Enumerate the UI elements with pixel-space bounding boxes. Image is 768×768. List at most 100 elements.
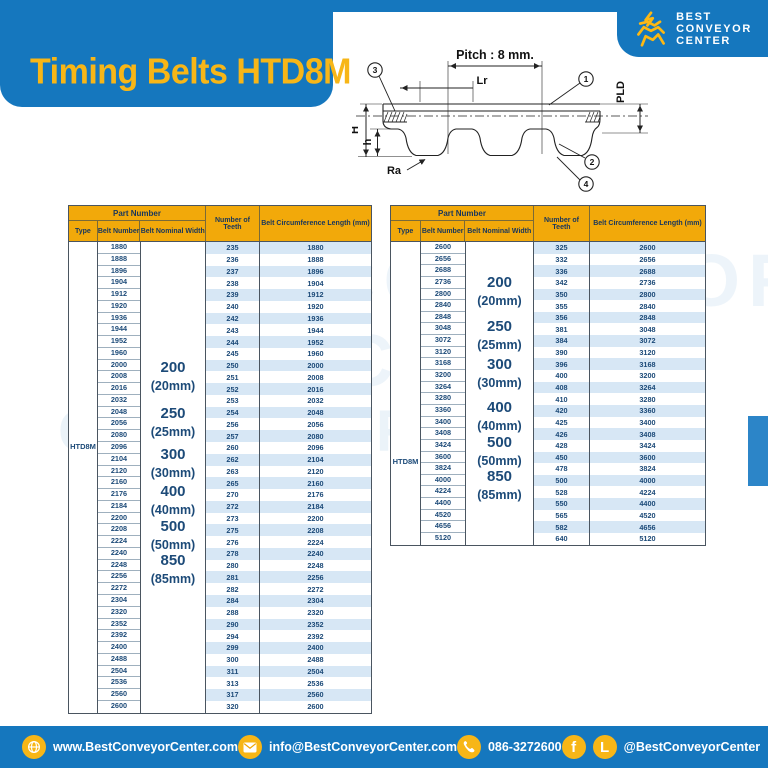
length-cell: 1960 [307, 349, 324, 359]
teeth-cell: 260 [206, 442, 260, 454]
teeth-cell: 252 [206, 383, 260, 395]
length-cell: 4000 [639, 476, 656, 486]
belt-number-cell: 1952 [98, 336, 140, 348]
pld-label: PLD [615, 81, 627, 103]
table-row: 290 2352 [206, 618, 371, 631]
brand-line-1: BEST [676, 10, 712, 23]
teeth-cell: 243 [206, 324, 260, 337]
teeth-cell: 425 [534, 416, 590, 429]
teeth-cell: 235 [206, 242, 260, 254]
header-belt-circumference: Belt Circumference Length (mm) [261, 220, 370, 227]
globe-icon [22, 735, 46, 759]
length-cell: 2184 [307, 502, 324, 512]
width-group: 300 (30mm) [477, 356, 522, 390]
email-link[interactable]: info@BestConveyorCenter.com [238, 735, 457, 759]
teeth-cell: 410 [534, 393, 590, 405]
website-link[interactable]: www.BestConveyorCenter.com [22, 735, 238, 759]
table-row: 426 3408 [534, 428, 705, 440]
teeth-cell: 238 [206, 277, 260, 290]
length-cell: 2736 [639, 278, 656, 288]
length-cell: 2560 [307, 690, 324, 700]
belt-number-cell: 2848 [421, 312, 465, 324]
length-cell: 3048 [639, 324, 656, 334]
table-row: 238 1904 [206, 277, 371, 290]
teeth-cell: 284 [206, 594, 260, 607]
type-column: HTD8M [391, 242, 421, 545]
table-row: 281 2256 [206, 571, 371, 584]
length-cell: 2400 [307, 643, 324, 653]
mail-icon [238, 735, 263, 759]
belt-number-cell: 3280 [421, 393, 465, 405]
data-rows: 325 2600 332 2656 336 2688 342 [534, 242, 705, 545]
belt-number-cell: 2600 [421, 242, 465, 254]
length-cell: 2600 [307, 702, 324, 712]
width-group: 300 (30mm) [150, 446, 196, 480]
width-group: 250 (25mm) [150, 405, 196, 439]
teeth-cell: 262 [206, 453, 260, 466]
header-belt-nominal-width: Belt Nominal Width [467, 227, 532, 235]
belt-number-cell: 3200 [421, 370, 465, 382]
table-row: 528 4224 [534, 486, 705, 499]
length-cell: 2104 [307, 455, 324, 465]
header-belt-nominal-width: Belt Nominal Width [140, 227, 205, 235]
table-row: 408 3264 [534, 381, 705, 394]
table-row: 244 1952 [206, 336, 371, 348]
width-group: 250 (25mm) [477, 318, 522, 352]
length-cell: 3408 [639, 429, 656, 439]
phone-link[interactable]: 086-3272600 [456, 735, 562, 759]
type-label: HTD8M [70, 442, 96, 451]
length-cell: 1912 [307, 290, 324, 300]
length-cell: 3200 [639, 371, 656, 381]
table-row: 478 3824 [534, 463, 705, 475]
teeth-cell: 426 [534, 428, 590, 440]
table-row: 420 3360 [534, 404, 705, 417]
belt-number-cell: 3408 [421, 428, 465, 440]
length-cell: 2248 [307, 561, 324, 571]
belt-number-cell: 3824 [421, 463, 465, 475]
teeth-cell: 276 [206, 536, 260, 548]
belt-number-column: 1880 1888 1896 1904 1912 1920 1936 1944 1952 1960… [98, 242, 141, 713]
belt-number-cell: 2504 [98, 666, 140, 678]
table-row: 237 1896 [206, 265, 371, 278]
belt-number-cell: 1880 [98, 242, 140, 254]
teeth-cell: 253 [206, 394, 260, 407]
length-cell: 2032 [307, 396, 324, 406]
callout-4: 4 [584, 179, 589, 189]
teeth-cell: 250 [206, 359, 260, 372]
header-belt-number: Belt Number [98, 221, 141, 241]
header-part-number: Part Number [69, 206, 205, 221]
belt-number-cell: 2000 [98, 360, 140, 372]
belt-number-cell: 2600 [110, 700, 128, 710]
table-row: 356 2848 [534, 311, 705, 324]
length-cell: 1896 [307, 266, 324, 276]
belt-number-cell: 2392 [98, 630, 140, 643]
teeth-cell: 582 [534, 521, 590, 534]
teeth-cell: 239 [206, 289, 260, 301]
teeth-cell: 236 [206, 253, 260, 266]
table-row: 282 2272 [206, 583, 371, 595]
teeth-cell: 278 [206, 547, 260, 560]
belt-number-cell: 3400 [421, 417, 465, 429]
length-cell: 3072 [639, 336, 656, 346]
social-link[interactable]: f L @BestConveyorCenter [561, 735, 761, 759]
brand-logo: BEST CONVEYOR CENTER [617, 0, 768, 57]
type-label: HTD8M [392, 457, 419, 466]
side-accent-bar [748, 416, 768, 486]
teeth-cell: 325 [534, 242, 590, 254]
data-rows: 235 1880 236 1888 237 1896 238 [206, 242, 371, 713]
table-row: 252 2016 [206, 383, 371, 395]
length-cell: 2080 [307, 431, 324, 441]
teeth-cell: 420 [534, 404, 590, 417]
table-row: 350 2800 [534, 288, 705, 301]
header-belt-circumference: Belt Circumference Length (mm) [593, 220, 702, 227]
belt-number-column: 2600 2656 2688 2736 2800 2840 2848 3048 3072 3120… [421, 242, 466, 545]
table-row: 313 2536 [206, 677, 371, 690]
table-row: 256 2056 [206, 418, 371, 431]
belt-number-cell: 2736 [421, 277, 465, 289]
belt-number-cell: 2240 [98, 548, 140, 560]
belt-number-cell: 2096 [98, 442, 140, 454]
length-cell: 3168 [639, 359, 656, 369]
social-text: @BestConveyorCenter [623, 740, 761, 754]
table-row: 251 2008 [206, 371, 371, 384]
table-row: 396 3168 [534, 358, 705, 371]
